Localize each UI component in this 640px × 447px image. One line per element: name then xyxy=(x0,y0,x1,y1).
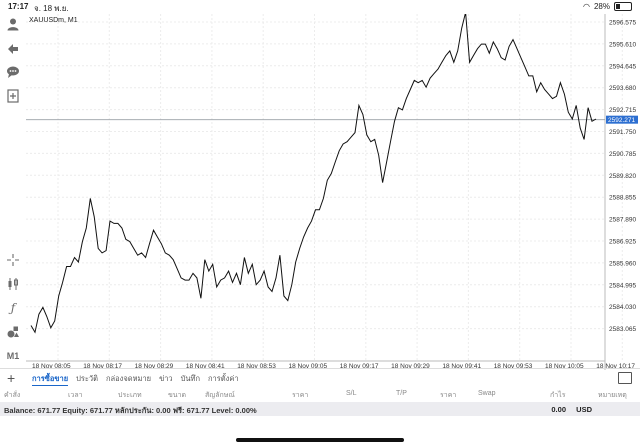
price-tick-label: 2586.925 xyxy=(609,239,636,246)
time-tick-label: 18 Nov 10:17 xyxy=(596,363,635,370)
home-indicator xyxy=(236,438,404,442)
timeframe-label[interactable]: M1 xyxy=(6,351,20,361)
time-tick-label: 18 Nov 08:05 xyxy=(32,363,71,370)
user-icon[interactable] xyxy=(5,16,21,32)
time-tick-label: 18 Nov 08:17 xyxy=(83,363,122,370)
terminal-tab[interactable]: การตั้งค่า xyxy=(208,374,239,383)
time-tick-label: 18 Nov 09:29 xyxy=(391,363,430,370)
terminal-tab[interactable]: การซื้อขาย xyxy=(32,373,69,386)
chart-symbol: XAUUSDm, M1 xyxy=(29,17,78,24)
price-tick-label: 2592.715 xyxy=(609,107,636,114)
time-axis-labels: 18 Nov 08:05 18 Nov 08:17 18 Nov 08:29 18 N… xyxy=(32,363,635,370)
price-tick-label: 2593.680 xyxy=(609,85,636,92)
time-tick-label: 18 Nov 09:05 xyxy=(289,363,328,370)
price-tick-label: 2584.030 xyxy=(609,304,636,311)
terminal-tab[interactable]: กล่องจดหมาย xyxy=(106,374,152,383)
column-header[interactable]: หมายเหตุ xyxy=(598,392,627,399)
terminal-tab[interactable]: ประวัติ xyxy=(76,374,99,383)
terminal-tabs: การซื้อขาย ประวัติ กล่องจดหมาย ข่าว บันทึก กา… xyxy=(32,373,239,386)
column-header[interactable]: T/P xyxy=(396,390,407,397)
column-header[interactable]: ราคา xyxy=(292,392,309,399)
terminal-tab[interactable]: ข่าว xyxy=(159,374,173,383)
column-header[interactable]: ขนาด xyxy=(168,392,187,399)
battery-fill xyxy=(616,4,620,9)
price-tick-label: 2588.855 xyxy=(609,195,636,202)
candles-icon[interactable] xyxy=(5,276,21,292)
column-header[interactable]: กำไร xyxy=(550,392,566,399)
time-tick-label: 18 Nov 09:17 xyxy=(340,363,379,370)
time-tick-label: 18 Nov 08:41 xyxy=(186,363,225,370)
column-header[interactable]: S/L xyxy=(346,390,357,397)
time-tick-label: 18 Nov 08:29 xyxy=(135,363,174,370)
column-header[interactable]: Swap xyxy=(478,390,496,397)
price-tick-label: 2591.750 xyxy=(609,129,636,136)
column-header[interactable]: สัญลักษณ์ xyxy=(205,392,235,399)
left-toolbar: ƒ M1 xyxy=(0,14,26,396)
terminal-tab[interactable]: บันทึก xyxy=(180,374,201,383)
price-chart-svg: XAUUSDm, M1 2596.575 2595.610 2594.645 2593… xyxy=(26,12,638,370)
price-chart[interactable]: XAUUSDm, M1 2596.575 2595.610 2594.645 2593… xyxy=(26,12,640,370)
plus-icon[interactable]: + xyxy=(7,370,16,386)
window-toggle-icon[interactable] xyxy=(618,372,632,384)
terminal-tabbar: + การซื้อขาย ประวัติ กล่องจดหมาย ข่าว บันทึก… xyxy=(0,368,640,387)
current-price-label: 2592.271 xyxy=(608,117,635,124)
time-tick-label: 18 Nov 09:41 xyxy=(442,363,481,370)
price-tick-label: 2584.995 xyxy=(609,282,636,289)
orders-table-header: คำสั่ง เวลา ประเภท ขนาด สัญลักษณ์ ราคา S/L T/P ร… xyxy=(0,387,640,401)
price-tick-label: 2595.610 xyxy=(609,41,636,48)
price-tick-label: 2585.960 xyxy=(609,260,636,267)
chart-grid xyxy=(26,14,623,361)
battery-percent: 28% xyxy=(593,2,610,11)
price-tick-label: 2587.890 xyxy=(609,217,636,224)
balance-row: Balance: 671.77 Equity: 671.77 หลักประกั… xyxy=(0,402,640,416)
status-right: ◠ 28% xyxy=(583,2,632,11)
time-tick-label: 18 Nov 09:53 xyxy=(494,363,533,370)
status-time: 17:17 xyxy=(8,2,29,11)
price-tick-label: 2589.820 xyxy=(609,173,636,180)
chat-icon[interactable] xyxy=(5,64,21,80)
price-tick-label: 2583.065 xyxy=(609,326,636,333)
price-tick-label: 2594.645 xyxy=(609,63,636,70)
price-axis-labels: 2596.575 2595.610 2594.645 2593.680 2592.715… xyxy=(609,20,636,334)
price-tick-label: 2596.575 xyxy=(609,20,636,27)
price-tick-label: 2590.785 xyxy=(609,151,636,158)
status-date: จ. 18 พ.ย. xyxy=(34,4,69,13)
time-tick-label: 18 Nov 08:53 xyxy=(237,363,276,370)
profit-total: 0.00 xyxy=(551,405,566,414)
column-header[interactable]: เวลา xyxy=(68,392,83,399)
current-price-box xyxy=(606,115,638,124)
column-header[interactable]: ประเภท xyxy=(118,392,142,399)
trade-arrows-icon[interactable] xyxy=(5,40,21,56)
status-bar: 17:17 จ. 18 พ.ย. ◠ 28% xyxy=(0,0,640,14)
price-series-line xyxy=(30,12,597,334)
battery-icon xyxy=(614,2,632,11)
time-tick-label: 18 Nov 10:05 xyxy=(545,363,584,370)
account-currency: USD xyxy=(576,405,592,414)
column-header[interactable]: คำสั่ง xyxy=(4,392,21,399)
function-icon[interactable]: ƒ xyxy=(10,301,16,315)
new-order-icon[interactable] xyxy=(5,88,21,104)
objects-icon[interactable] xyxy=(5,324,21,340)
balance-summary: Balance: 671.77 Equity: 671.77 หลักประกั… xyxy=(4,406,257,415)
wifi-icon: ◠ xyxy=(583,2,590,11)
column-header[interactable]: ราคา xyxy=(440,392,457,399)
crosshair-icon[interactable] xyxy=(5,252,21,268)
